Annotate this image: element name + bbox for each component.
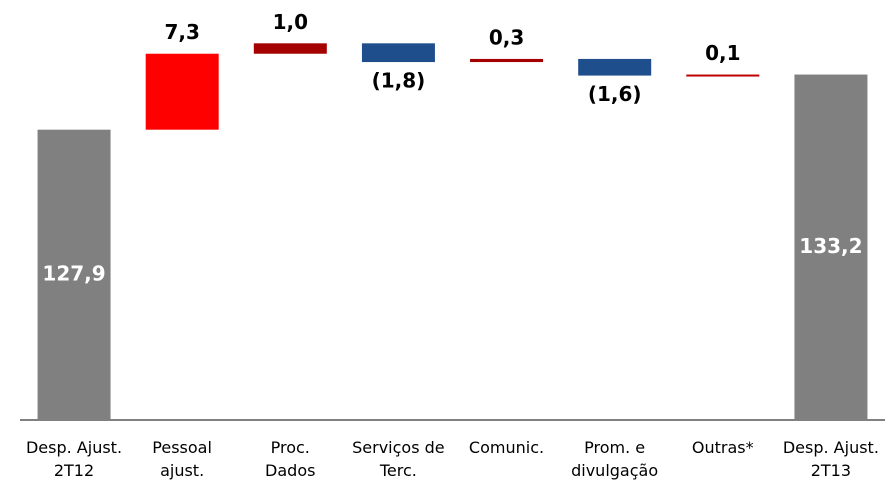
value-label: 0,1 <box>705 41 740 65</box>
x-tick-label: Pessoal ajust. <box>152 438 212 480</box>
x-tick-label: Desp. Ajust. 2T13 <box>782 438 879 480</box>
value-label: 0,3 <box>489 25 524 49</box>
x-tick-label: Outras* <box>691 438 754 457</box>
x-tick-label: Comunic. <box>468 438 545 457</box>
bar <box>253 43 327 54</box>
value-label: (1,6) <box>588 82 642 106</box>
value-label: (1,8) <box>372 69 426 93</box>
bar <box>686 74 760 77</box>
x-tick-label: Serviços de Terc. <box>352 438 445 480</box>
x-tick-label: Prom. e divulgação <box>571 438 659 480</box>
bar <box>470 58 544 63</box>
bar <box>145 53 219 130</box>
x-tick-label: Desp. Ajust. 2T12 <box>25 438 123 480</box>
value-label: 127,9 <box>42 261 105 285</box>
bar <box>794 74 868 421</box>
bar <box>578 58 652 76</box>
bar <box>361 43 435 63</box>
bar <box>37 129 111 420</box>
value-label: 7,3 <box>164 20 199 44</box>
value-label: 1,0 <box>273 10 308 34</box>
x-tick-label: Proc. Dados <box>265 438 316 480</box>
value-label: 133,2 <box>799 234 862 258</box>
